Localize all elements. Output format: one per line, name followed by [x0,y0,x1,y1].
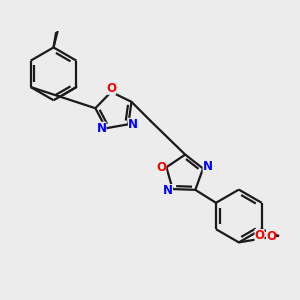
Text: N: N [163,184,173,197]
Text: O: O [254,229,265,242]
Text: O: O [266,230,276,242]
Text: N: N [202,160,213,172]
Text: N: N [96,122,106,135]
Text: O: O [106,82,116,95]
Text: O: O [156,161,166,174]
Text: N: N [128,118,138,131]
